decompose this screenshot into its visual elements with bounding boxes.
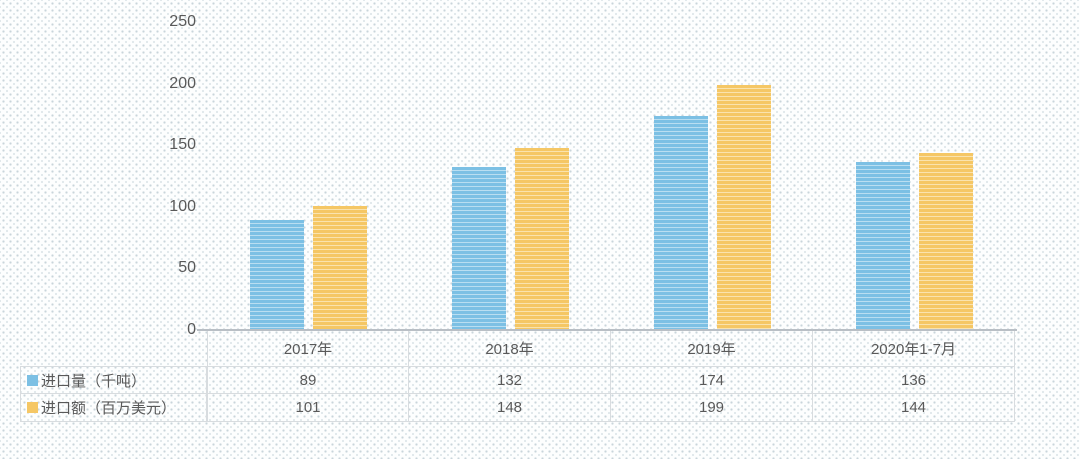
- bar-import-value-2018: [514, 147, 569, 330]
- y-axis-tick-label: 100: [169, 198, 196, 215]
- table-corner-spacer: [20, 331, 207, 367]
- plot-area: [207, 22, 1015, 330]
- legend-import-volume-label: 进口量（千吨）: [41, 372, 147, 390]
- volume-value-2019: 174: [611, 367, 813, 394]
- bar-import-value-2017: [312, 205, 367, 330]
- y-axis-tick-label: 0: [187, 321, 196, 338]
- data-table: 2017年 2018年 2019年 2020年1-7月 进口量（千吨） 89 1…: [20, 331, 1015, 422]
- value-value-2020: 144: [813, 394, 1015, 422]
- bar-group-2018: [409, 22, 611, 330]
- bar-group-2017: [207, 22, 409, 330]
- bar-group-2020: [813, 22, 1015, 330]
- bar-import-value-2020: [918, 152, 973, 330]
- table-header-2017: 2017年: [207, 331, 409, 367]
- x-axis-line: [197, 329, 1017, 331]
- bar-import-volume-2017: [249, 220, 304, 330]
- bar-import-volume-2019: [653, 115, 708, 330]
- volume-value-2020: 136: [813, 367, 1015, 394]
- table-header-2019: 2019年: [611, 331, 813, 367]
- value-value-2019: 199: [611, 394, 813, 422]
- y-axis-tick-label: 50: [178, 259, 196, 276]
- bar-import-value-2019: [716, 84, 771, 330]
- legend-import-volume: 进口量（千吨）: [20, 367, 207, 394]
- table-header-2018: 2018年: [409, 331, 611, 367]
- bar-import-volume-2020: [855, 162, 910, 330]
- import-value-series-swatch-icon: [27, 402, 38, 413]
- y-axis-tick-label: 200: [169, 75, 196, 92]
- table-header-2020: 2020年1-7月: [813, 331, 1015, 367]
- volume-value-2018: 132: [409, 367, 611, 394]
- value-value-2017: 101: [207, 394, 409, 422]
- volume-value-2017: 89: [207, 367, 409, 394]
- legend-import-value: 进口额（百万美元）: [20, 394, 207, 422]
- import-volume-series-swatch-icon: [27, 374, 38, 386]
- y-axis-tick-label: 150: [169, 136, 196, 153]
- bar-group-2019: [611, 22, 813, 330]
- bar-import-volume-2018: [451, 167, 506, 330]
- y-axis-tick-label: 250: [169, 13, 196, 30]
- value-value-2018: 148: [409, 394, 611, 422]
- legend-import-value-label: 进口额（百万美元）: [41, 400, 177, 417]
